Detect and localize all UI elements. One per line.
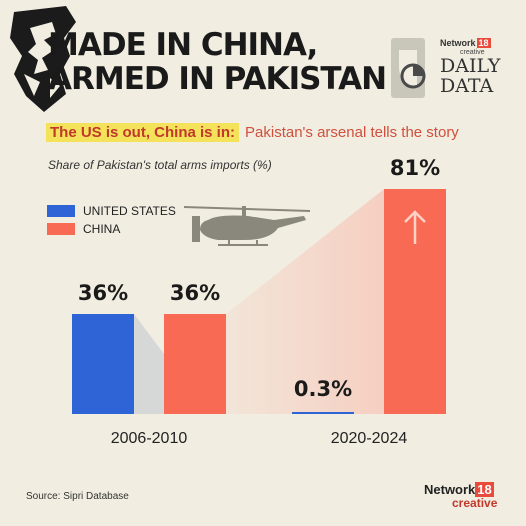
brand-daily-data: DAILY DATA (440, 55, 501, 97)
lion-head-icon (10, 6, 76, 112)
value-label-united-states-2006-2010: 36% (78, 281, 128, 305)
value-label-united-states-2020-2024: 0.3% (294, 377, 352, 401)
value-label-china-2006-2010: 36% (170, 281, 220, 305)
legend-swatch-us (47, 205, 75, 217)
footer-creative-label: creative (452, 496, 498, 510)
subtitle: The US is out, China is in: Pakistan's ar… (46, 122, 459, 144)
bar-united-states-2006-2010 (72, 314, 134, 414)
chart-caption: Share of Pakistan's total arms imports (… (48, 158, 272, 172)
growth-shade (226, 189, 384, 414)
legend-item-china: CHINA (47, 222, 120, 236)
subtitle-rest: Pakistan's arsenal tells the story (245, 124, 459, 141)
footer-18-badge: 18 (475, 482, 494, 497)
brand-network-label: Network 18 (440, 38, 491, 48)
x-tick-label-2006-2010: 2006-2010 (111, 430, 188, 447)
bar-united-states-2020-2024 (292, 412, 354, 414)
title-line-2: ARMED IN PAKISTAN (48, 61, 387, 97)
value-label-china-2020-2024: 81% (390, 156, 440, 180)
legend-label-china: CHINA (83, 222, 121, 236)
daily-data-logo-icon (391, 38, 426, 98)
footer-network-label: Network (424, 482, 476, 497)
x-tick-label-2020-2024: 2020-2024 (331, 430, 408, 447)
page-title: MADE IN CHINA, ARMED IN PAKISTAN (48, 27, 387, 97)
brand-creative-label: creative (460, 49, 485, 56)
bar-china-2006-2010 (164, 314, 226, 414)
arrow-up-icon (404, 210, 426, 244)
helicopter-icon (184, 206, 310, 246)
legend-label-us: UNITED STATES (83, 204, 176, 218)
subtitle-highlight: The US is out, China is in: (46, 123, 240, 142)
title-line-1: MADE IN CHINA, (48, 27, 318, 63)
footer-logo: Network 18 creative (424, 482, 504, 512)
legend-swatch-china (47, 223, 75, 235)
source-note: Source: Sipri Database (26, 491, 129, 502)
connector-shade-2006 (134, 314, 164, 414)
legend-item-us: UNITED STATES (47, 204, 176, 218)
